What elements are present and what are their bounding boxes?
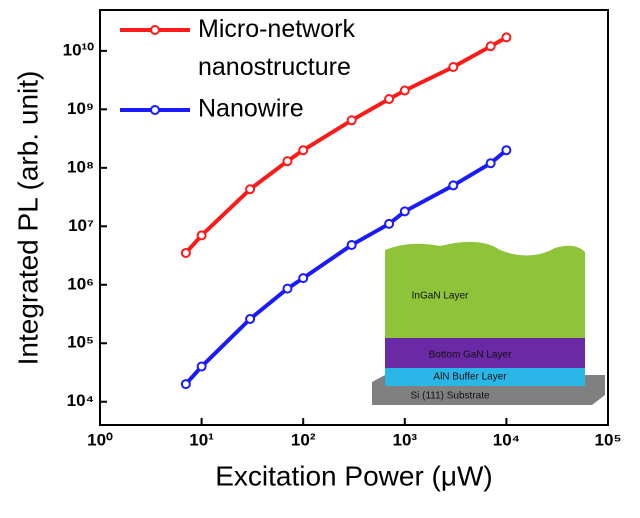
data-point xyxy=(282,156,293,167)
x-tick-label: 10⁰ xyxy=(87,430,113,449)
inset-label: AlN Buffer Layer xyxy=(433,372,507,383)
y-tick-label: 10¹⁰ xyxy=(63,40,95,59)
data-point xyxy=(384,94,395,105)
inset-label: Si (111) Substrate xyxy=(410,391,490,402)
legend-label: Micro-network nanostructure xyxy=(198,15,362,81)
data-point xyxy=(180,247,191,258)
x-tick-label: 10¹ xyxy=(189,430,214,449)
data-point xyxy=(282,283,293,294)
legend-marker xyxy=(150,25,160,35)
data-point xyxy=(384,218,395,229)
y-tick-label: 10⁸ xyxy=(67,157,94,176)
y-axis-label: Integrated PL (arb. unit) xyxy=(12,71,43,366)
legend-marker xyxy=(150,105,160,115)
data-point xyxy=(298,145,309,156)
data-point xyxy=(245,313,256,324)
data-point xyxy=(245,184,256,195)
y-tick-label: 10⁶ xyxy=(67,274,94,293)
data-point xyxy=(196,230,207,241)
data-point xyxy=(399,206,410,217)
y-tick-label: 10⁴ xyxy=(67,391,94,410)
data-point xyxy=(448,61,459,72)
data-point xyxy=(399,85,410,96)
aln-layer xyxy=(385,368,585,386)
y-tick-label: 10⁵ xyxy=(67,333,94,352)
x-tick-label: 10⁵ xyxy=(595,430,622,449)
data-point xyxy=(196,361,207,372)
data-point xyxy=(346,115,357,126)
y-tick-label: 10⁷ xyxy=(68,216,94,235)
data-point xyxy=(298,273,309,284)
y-tick-label: 10⁹ xyxy=(67,99,94,118)
data-point xyxy=(180,379,191,390)
inset-diagram: InGaN Layer Bottom GaN Layer AlN Buffer … xyxy=(372,241,605,405)
data-point xyxy=(448,180,459,191)
legend-label: Nanowire xyxy=(198,95,304,123)
x-tick-label: 10² xyxy=(291,430,316,449)
ingan-layer xyxy=(385,241,585,338)
gan-layer xyxy=(385,338,585,368)
plot-frame xyxy=(99,9,609,426)
inset-label: Bottom GaN Layer xyxy=(429,350,512,361)
x-tick-label: 10⁴ xyxy=(493,430,520,449)
data-point xyxy=(501,32,512,43)
data-point xyxy=(346,239,357,250)
data-point xyxy=(485,158,496,169)
x-axis-label: Excitation Power (μW) xyxy=(215,460,493,491)
inset-label: InGaN Layer xyxy=(412,291,469,302)
x-tick-label: 10³ xyxy=(393,430,418,449)
data-point xyxy=(485,41,496,52)
data-point xyxy=(501,145,512,156)
